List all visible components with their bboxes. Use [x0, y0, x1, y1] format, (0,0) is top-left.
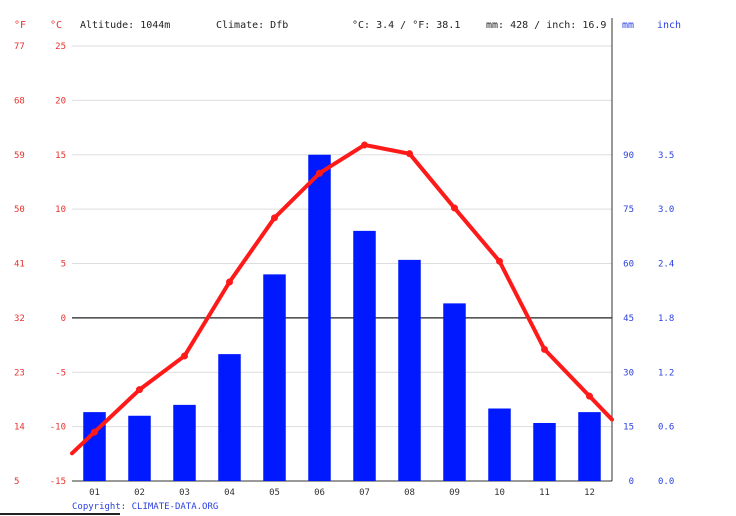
- mm-tick-label: 75: [623, 205, 634, 215]
- precipitation-bar: [173, 404, 196, 481]
- axes: [72, 18, 613, 482]
- celsius-tick-label: 5: [61, 260, 66, 270]
- temperature-point: [496, 257, 503, 265]
- fahrenheit-unit-label: °F: [14, 20, 26, 31]
- precipitation-bar: [263, 274, 286, 481]
- celsius-tick-label: 15: [55, 151, 66, 161]
- temperature-line: [70, 141, 614, 456]
- inch-tick-label: 3.0: [658, 205, 674, 215]
- inch-tick-label: 0.6: [658, 423, 674, 433]
- celsius-tick-label: -15: [50, 477, 66, 487]
- fahrenheit-tick-label: 41: [14, 260, 25, 270]
- altitude-label: Altitude: 1044m: [80, 20, 170, 31]
- fahrenheit-tick-label: 68: [14, 96, 25, 106]
- fahrenheit-tick-label: 77: [14, 42, 25, 52]
- fahrenheit-tick-label: 59: [14, 151, 25, 161]
- gridlines: [72, 45, 612, 428]
- precipitation-bar: [533, 423, 556, 481]
- celsius-tick-label: 25: [55, 42, 66, 52]
- celsius-tick-label: 0: [61, 314, 66, 324]
- precipitation-bar: [218, 354, 241, 481]
- month-tick-label: 07: [359, 488, 370, 498]
- precipitation-bar: [128, 415, 151, 481]
- celsius-tick-label: 10: [55, 205, 66, 215]
- precipitation-bars: [83, 154, 601, 481]
- celsius-unit-label: °C: [50, 20, 62, 31]
- month-tick-label: 02: [134, 488, 145, 498]
- temperature-point: [316, 169, 323, 177]
- inch-tick-label: 0.0: [658, 477, 674, 487]
- precipitation-bar: [488, 408, 511, 481]
- month-tick-label: 05: [269, 488, 280, 498]
- mm-tick-label: 45: [623, 314, 634, 324]
- temperature-series-line: [70, 142, 614, 456]
- fahrenheit-tick-label: 32: [14, 314, 25, 324]
- month-tick-label: 03: [179, 488, 190, 498]
- month-tick-label: 12: [584, 488, 595, 498]
- precipitation-bar: [443, 303, 466, 481]
- precipitation-bar: [578, 412, 601, 481]
- mm-tick-label: 90: [623, 151, 634, 161]
- temperature-point: [181, 352, 188, 360]
- month-tick-label: 10: [494, 488, 505, 498]
- fahrenheit-tick-label: 50: [14, 205, 25, 215]
- temperature-point: [136, 386, 143, 394]
- mm-tick-label: 30: [623, 368, 634, 378]
- month-tick-label: 06: [314, 488, 325, 498]
- climate-label: Climate: Dfb: [216, 20, 288, 31]
- temperature-point: [451, 204, 458, 212]
- mm-tick-label: 60: [623, 260, 634, 270]
- temperature-point: [226, 278, 233, 286]
- month-tick-label: 04: [224, 488, 235, 498]
- precipitation-total-label: mm: 428 / inch: 16.9: [486, 20, 606, 31]
- temperature-point: [271, 214, 278, 222]
- temperature-point: [91, 428, 98, 436]
- temperature-point: [586, 392, 593, 400]
- fahrenheit-tick-label: 14: [14, 423, 25, 433]
- bottom-divider: [0, 513, 120, 515]
- celsius-tick-label: -5: [55, 368, 66, 378]
- mm-tick-label: 0: [629, 477, 634, 487]
- fahrenheit-tick-label: 23: [14, 368, 25, 378]
- mm-tick-label: 15: [623, 423, 634, 433]
- temperature-point: [541, 345, 548, 353]
- month-tick-label: 11: [539, 488, 550, 498]
- month-tick-label: 01: [89, 488, 100, 498]
- inch-tick-label: 2.4: [658, 260, 674, 270]
- inch-tick-label: 3.5: [658, 151, 674, 161]
- inch-tick-label: 1.2: [658, 368, 674, 378]
- temperature-point: [406, 150, 413, 158]
- avg-temperature-label: °C: 3.4 / °F: 38.1: [352, 20, 460, 31]
- temperature-point: [361, 141, 368, 149]
- precipitation-bar: [398, 259, 421, 481]
- precipitation-bar: [353, 230, 376, 481]
- inch-unit-label: inch: [657, 20, 681, 31]
- inch-tick-label: 1.8: [658, 314, 674, 324]
- fahrenheit-tick-label: 5: [14, 477, 19, 487]
- copyright-text: Copyright: CLIMATE-DATA.ORG: [72, 502, 218, 512]
- precipitation-bar: [308, 154, 331, 481]
- mm-unit-label: mm: [622, 20, 634, 31]
- celsius-tick-label: -10: [50, 423, 66, 433]
- month-tick-label: 08: [404, 488, 415, 498]
- month-tick-label: 09: [449, 488, 460, 498]
- celsius-tick-label: 20: [55, 96, 66, 106]
